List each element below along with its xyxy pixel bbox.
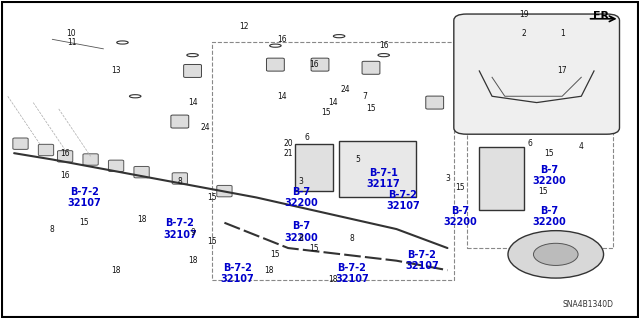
- FancyBboxPatch shape: [217, 185, 232, 197]
- Text: 16: 16: [309, 60, 319, 69]
- Text: B-7
32200: B-7 32200: [284, 187, 317, 208]
- Text: 15: 15: [79, 218, 89, 227]
- Text: 18: 18: [328, 275, 337, 284]
- Text: 18: 18: [264, 266, 274, 275]
- Text: B-7
32200: B-7 32200: [532, 206, 566, 227]
- Text: 24: 24: [340, 85, 350, 94]
- Text: 8: 8: [177, 177, 182, 186]
- Text: 14: 14: [328, 98, 337, 107]
- Text: 14: 14: [188, 98, 197, 107]
- Text: 16: 16: [60, 149, 70, 158]
- FancyBboxPatch shape: [134, 167, 149, 178]
- FancyBboxPatch shape: [362, 61, 380, 74]
- FancyBboxPatch shape: [58, 151, 73, 162]
- Text: 21: 21: [284, 149, 293, 158]
- Text: B-7-1
32117: B-7-1 32117: [367, 168, 401, 189]
- Text: 8: 8: [50, 225, 55, 234]
- FancyBboxPatch shape: [311, 58, 329, 71]
- Text: 1: 1: [560, 28, 564, 38]
- Text: 11: 11: [67, 38, 76, 47]
- Text: 15: 15: [309, 243, 319, 253]
- Text: B-7
32200: B-7 32200: [532, 165, 566, 186]
- Text: 15: 15: [545, 149, 554, 158]
- Text: 18: 18: [188, 256, 197, 265]
- Text: 9: 9: [190, 228, 195, 237]
- Text: 4: 4: [579, 142, 584, 151]
- Text: 15: 15: [207, 237, 216, 246]
- FancyBboxPatch shape: [454, 14, 620, 134]
- FancyBboxPatch shape: [108, 160, 124, 172]
- Text: 10: 10: [67, 28, 76, 38]
- FancyBboxPatch shape: [172, 173, 188, 184]
- Text: B-7-2
32107: B-7-2 32107: [405, 250, 439, 271]
- Text: 16: 16: [60, 171, 70, 180]
- Text: 17: 17: [557, 66, 567, 76]
- Text: 15: 15: [538, 187, 548, 196]
- Circle shape: [534, 243, 578, 265]
- Text: 24: 24: [200, 123, 210, 132]
- Text: 15: 15: [321, 108, 331, 116]
- Text: 16: 16: [277, 35, 287, 44]
- Text: 13: 13: [111, 66, 121, 76]
- Text: 18: 18: [111, 266, 121, 275]
- Text: 15: 15: [271, 250, 280, 259]
- Text: B-7-2
32107: B-7-2 32107: [386, 190, 420, 211]
- Bar: [212, 42, 454, 280]
- Text: 6: 6: [528, 139, 532, 148]
- Text: B-7
32200: B-7 32200: [284, 221, 317, 243]
- Text: 14: 14: [277, 92, 287, 101]
- Text: 8: 8: [298, 234, 303, 243]
- Text: 18: 18: [137, 215, 147, 224]
- Text: 15: 15: [366, 104, 376, 113]
- Text: 15: 15: [456, 183, 465, 192]
- Text: 20: 20: [284, 139, 293, 148]
- Text: 19: 19: [519, 10, 529, 19]
- Text: 3: 3: [445, 174, 450, 183]
- Text: B-7
32200: B-7 32200: [444, 206, 477, 227]
- Text: 2: 2: [522, 28, 526, 38]
- Text: SNA4B1340D: SNA4B1340D: [562, 300, 613, 309]
- FancyBboxPatch shape: [38, 144, 54, 156]
- FancyBboxPatch shape: [479, 147, 524, 210]
- Text: 16: 16: [379, 41, 388, 50]
- Text: FR.: FR.: [593, 11, 614, 21]
- Text: 8: 8: [349, 234, 354, 243]
- FancyBboxPatch shape: [266, 58, 284, 71]
- Text: 6: 6: [305, 133, 310, 142]
- Text: 15: 15: [207, 193, 216, 202]
- Bar: [467, 96, 613, 248]
- Text: B-7-2
32107: B-7-2 32107: [335, 263, 369, 284]
- FancyBboxPatch shape: [426, 96, 444, 109]
- Text: B-7-2
32107: B-7-2 32107: [67, 187, 101, 208]
- Text: 12: 12: [239, 22, 248, 31]
- FancyBboxPatch shape: [171, 115, 189, 128]
- FancyBboxPatch shape: [339, 141, 415, 197]
- FancyBboxPatch shape: [294, 144, 333, 191]
- Circle shape: [508, 231, 604, 278]
- Text: B-7-2
32107: B-7-2 32107: [163, 218, 196, 240]
- Text: B-7-2
32107: B-7-2 32107: [220, 263, 254, 284]
- FancyBboxPatch shape: [184, 64, 202, 78]
- FancyBboxPatch shape: [83, 154, 99, 165]
- Text: 7: 7: [362, 92, 367, 101]
- FancyBboxPatch shape: [13, 138, 28, 149]
- Text: 5: 5: [356, 155, 361, 164]
- Text: 3: 3: [298, 177, 303, 186]
